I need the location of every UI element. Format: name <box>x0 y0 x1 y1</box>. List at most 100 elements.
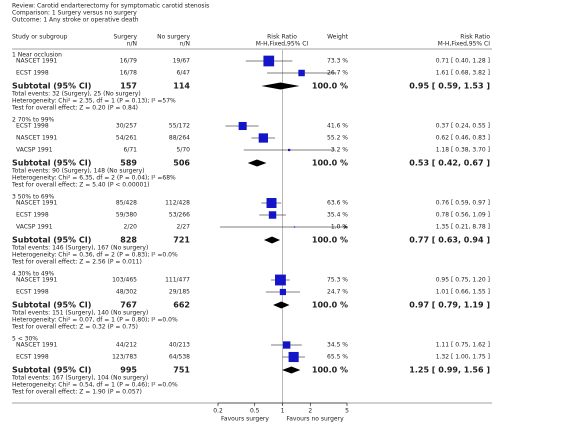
study-square <box>293 226 296 228</box>
ci-label: 0.95 [ 0.75, 1.20 ] <box>436 277 490 284</box>
study-square <box>288 351 299 363</box>
col-rr2-sub: M-H,Fixed,95% CI <box>438 41 491 48</box>
favours-right: Favours no surgery <box>286 416 344 423</box>
x-tick-label: 1 <box>281 408 285 415</box>
nosurgery-n: 751 <box>173 366 190 375</box>
note: Total events: 146 (Surgery), 167 (No sur… <box>11 245 148 252</box>
x-tick-label: 0.2 <box>213 408 223 415</box>
ci-label: 1.25 [ 0.99, 1.56 ] <box>409 366 490 375</box>
subtotal-label: Subtotal (95% CI) <box>12 301 91 310</box>
surgery-n: 123/783 <box>112 354 137 361</box>
weight: 26.7 % <box>327 70 348 77</box>
weight: 34.5 % <box>327 342 348 349</box>
nosurgery-n: 64/538 <box>169 354 190 361</box>
surgery-n: 767 <box>120 301 137 310</box>
nosurgery-n: 112/428 <box>165 200 190 207</box>
favours-left: Favours surgery <box>221 416 269 423</box>
col-study: Study or subgroup <box>12 34 68 41</box>
weight: 73.3 % <box>327 58 348 65</box>
subtotal-label: Subtotal (95% CI) <box>12 236 91 245</box>
group-label: 3 50% to 69% <box>12 194 55 201</box>
weight: 55.2 % <box>327 135 348 142</box>
ci-label: 1.18 [ 0.38, 3.70 ] <box>436 147 490 154</box>
group-label: 2 70% to 99% <box>12 117 55 124</box>
surgery-n: 828 <box>120 236 137 245</box>
ci-label: 1.35 [ 0.21, 8.78 ] <box>436 224 490 231</box>
col-nosurgery-sub: n/N <box>180 41 190 48</box>
subtotal-label: Subtotal (95% CI) <box>12 82 91 91</box>
weight: 3.2 % <box>331 147 348 154</box>
nosurgery-n: 2/27 <box>177 224 191 231</box>
note: Total events: 32 (Surgery), 25 (No surge… <box>11 91 141 98</box>
weight: 63.6 % <box>327 200 348 207</box>
surgery-n: 6/71 <box>124 147 138 154</box>
ci-label: 0.77 [ 0.63, 0.94 ] <box>409 236 490 245</box>
note: Test for overall effect: Z = 5.40 (P < 0… <box>11 182 149 189</box>
study-square <box>279 288 287 296</box>
x-tick-label: 5 <box>345 408 349 415</box>
surgery-n: 995 <box>120 366 137 375</box>
note: Heterogeneity: Chi² = 0.07, df = 1 (P = … <box>12 317 178 324</box>
study-name: ECST 1998 <box>16 354 49 361</box>
subtotal-diamond <box>261 82 300 90</box>
subtotal-label: Subtotal (95% CI) <box>12 366 91 375</box>
surgery-n: 85/428 <box>116 200 137 207</box>
nosurgery-n: 29/185 <box>169 289 190 296</box>
note: Heterogeneity: Chi² = 2.35, df = 1 (P = … <box>12 98 176 105</box>
subtotal-diamond <box>263 236 281 244</box>
surgery-n: 103/465 <box>112 277 137 284</box>
ci-arrow <box>343 225 348 229</box>
nosurgery-n: 19/67 <box>173 58 190 65</box>
note: Heterogeneity: Chi² = 6.35, df = 2 (P = … <box>12 175 176 182</box>
study-name: NASCET 1991 <box>16 58 57 65</box>
nosurgery-n: 6/47 <box>177 70 191 77</box>
ci-label: 1.61 [ 0.68, 3.82 ] <box>436 70 490 77</box>
subtotal-label: Subtotal (95% CI) <box>12 159 91 168</box>
nosurgery-n: 111/477 <box>165 277 190 284</box>
study-name: NASCET 1991 <box>16 135 57 142</box>
group-label: 4 30% to 49% <box>12 271 55 278</box>
study-square <box>275 274 286 286</box>
ci-label: 0.53 [ 0.42, 0.67 ] <box>409 159 490 168</box>
weight: 100.0 % <box>312 82 348 91</box>
x-tick-label: 2 <box>308 408 312 415</box>
col-surgery: Surgery <box>114 34 138 41</box>
comparison: Comparison: 1 Surgery versus no surgery <box>12 10 137 17</box>
note: Test for overall effect: Z = 0.32 (P = 0… <box>11 324 138 331</box>
study-name: VACSP 1991 <box>16 147 53 154</box>
nosurgery-n: 40/213 <box>169 342 190 349</box>
surgery-n: 2/20 <box>124 224 138 231</box>
note: Total events: 90 (Surgery), 148 (No surg… <box>11 168 145 175</box>
nosurgery-n: 114 <box>173 82 190 91</box>
ci-label: 0.97 [ 0.79, 1.19 ] <box>409 301 490 310</box>
weight: 100.0 % <box>312 236 348 245</box>
col-weight: Weight <box>327 34 349 41</box>
ci-label: 0.95 [ 0.59, 1.53 ] <box>409 82 490 91</box>
nosurgery-n: 721 <box>173 236 190 245</box>
note: Total events: 167 (Surgery), 104 (No sur… <box>11 375 148 382</box>
group-label: 5 < 30% <box>12 336 38 343</box>
study-name: NASCET 1991 <box>16 277 57 284</box>
col-nosurgery: No surgery <box>157 34 190 41</box>
col-rr: Risk Ratio <box>267 34 297 41</box>
study-square <box>283 341 291 349</box>
study-name: ECST 1998 <box>16 70 49 77</box>
nosurgery-n: 53/266 <box>169 212 190 219</box>
nosurgery-n: 662 <box>173 301 190 310</box>
surgery-n: 30/257 <box>116 123 137 130</box>
note: Heterogeneity: Chi² = 0.36, df = 2 (P = … <box>12 252 178 259</box>
study-name: NASCET 1991 <box>16 200 57 207</box>
study-name: ECST 1998 <box>16 289 49 296</box>
subtotal-diamond <box>247 159 267 167</box>
surgery-n: 16/79 <box>120 58 137 65</box>
col-rr-sub: M-H,Fixed,95% CI <box>256 41 309 48</box>
surgery-n: 589 <box>120 159 137 168</box>
ci-label: 0.71 [ 0.40, 1.28 ] <box>436 58 490 65</box>
study-name: VACSP 1991 <box>16 224 53 231</box>
weight: 100.0 % <box>312 301 348 310</box>
note: Test for overall effect: Z = 0.20 (P = 0… <box>11 105 138 112</box>
note: Heterogeneity: Chi² = 0.54, df = 1 (P = … <box>12 382 178 389</box>
ci-label: 0.37 [ 0.24, 0.55 ] <box>436 123 490 130</box>
weight: 100.0 % <box>312 366 348 375</box>
subtotal-diamond <box>273 301 290 309</box>
